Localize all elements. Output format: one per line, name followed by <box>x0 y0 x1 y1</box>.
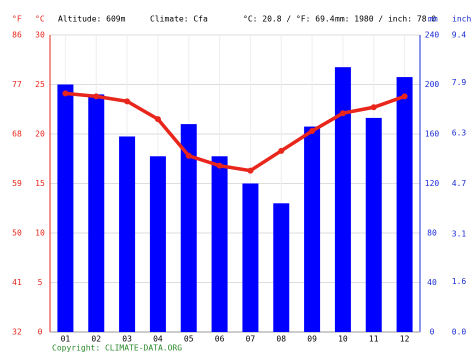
x-tick-label: 10 <box>338 335 348 344</box>
y-tick-label: 7.9 <box>452 78 467 87</box>
temperature-line <box>65 91 406 173</box>
y-tick-label: 86 <box>12 31 22 40</box>
y-tick-label: 41 <box>12 278 22 287</box>
x-tick-label: 09 <box>307 335 317 344</box>
y-tick-label: 77 <box>12 80 22 89</box>
y-tick-label: 25 <box>35 80 45 89</box>
x-tick-label: 12 <box>400 335 410 344</box>
x-tick-label: 04 <box>153 335 163 344</box>
unit-label: mm <box>428 15 438 24</box>
x-tick-label: 05 <box>184 335 194 344</box>
y-tick-label: 10 <box>35 229 45 238</box>
temperature-point <box>309 128 316 135</box>
unit-label: °C <box>35 15 45 24</box>
climate: Climate: Cfa <box>150 15 208 24</box>
altitude: Altitude: 609m <box>58 15 126 24</box>
y-tick-label: 120 <box>425 179 440 188</box>
temperature-point <box>401 93 408 100</box>
temperature-summary: °C: 20.8 / °F: 69.4 <box>243 15 335 24</box>
y-tick-label: 20 <box>35 130 45 139</box>
y-tick-label: 5 <box>38 278 43 287</box>
x-tick-label: 02 <box>91 335 101 344</box>
y-tick-label: 4.7 <box>452 179 467 188</box>
x-tick-label: 11 <box>369 335 379 344</box>
y-tick-label: 3.1 <box>452 230 467 239</box>
temperature-point <box>216 162 223 169</box>
y-tick-label: 9.4 <box>452 31 467 40</box>
bar <box>304 126 321 332</box>
temperature-point <box>339 110 346 117</box>
copyright: Copyright: CLIMATE-DATA.ORG <box>52 344 182 353</box>
bar <box>88 94 105 333</box>
y-tick-label: 40 <box>427 278 437 287</box>
temperature-point <box>62 90 69 97</box>
bar <box>273 203 290 332</box>
y-tick-label: 240 <box>425 31 440 40</box>
x-tick-label: 03 <box>122 335 132 344</box>
y-tick-label: 80 <box>427 229 437 238</box>
unit-label: inch <box>452 15 471 24</box>
x-tick-label: 08 <box>276 335 286 344</box>
bar <box>180 124 197 332</box>
y-tick-label: 200 <box>425 80 440 89</box>
x-tick-label: 01 <box>61 335 71 344</box>
bar <box>149 156 166 332</box>
temperature-point <box>247 167 254 174</box>
x-tick-label: 07 <box>246 335 256 344</box>
bar <box>365 117 382 332</box>
y-tick-label: 0 <box>38 328 43 337</box>
y-tick-label: 160 <box>425 130 440 139</box>
temperature-point <box>278 147 285 154</box>
bar <box>334 67 351 333</box>
temperature-point <box>370 104 377 111</box>
y-tick-label: 0.0 <box>452 328 467 337</box>
y-tick-label: 15 <box>35 179 45 188</box>
temperature-point <box>93 93 100 100</box>
bar <box>396 77 413 332</box>
y-tick-label: 50 <box>12 229 22 238</box>
unit-label: °F <box>12 15 22 24</box>
temperature-point <box>154 116 161 123</box>
bar <box>211 156 228 332</box>
temperature-point <box>185 152 192 159</box>
precipitation-summary: mm: 1980 / inch: 78.0 <box>335 15 436 24</box>
x-tick-label: 06 <box>215 335 225 344</box>
bar <box>57 84 74 332</box>
temperature-point <box>124 98 131 105</box>
y-tick-label: 32 <box>12 328 22 337</box>
y-tick-label: 1.6 <box>452 277 467 286</box>
bar <box>119 136 136 332</box>
y-tick-label: 0 <box>430 328 435 337</box>
y-tick-label: 59 <box>12 179 22 188</box>
y-tick-label: 30 <box>35 31 45 40</box>
y-tick-label: 6.3 <box>452 128 467 137</box>
bar <box>242 183 259 332</box>
y-tick-label: 68 <box>12 130 22 139</box>
